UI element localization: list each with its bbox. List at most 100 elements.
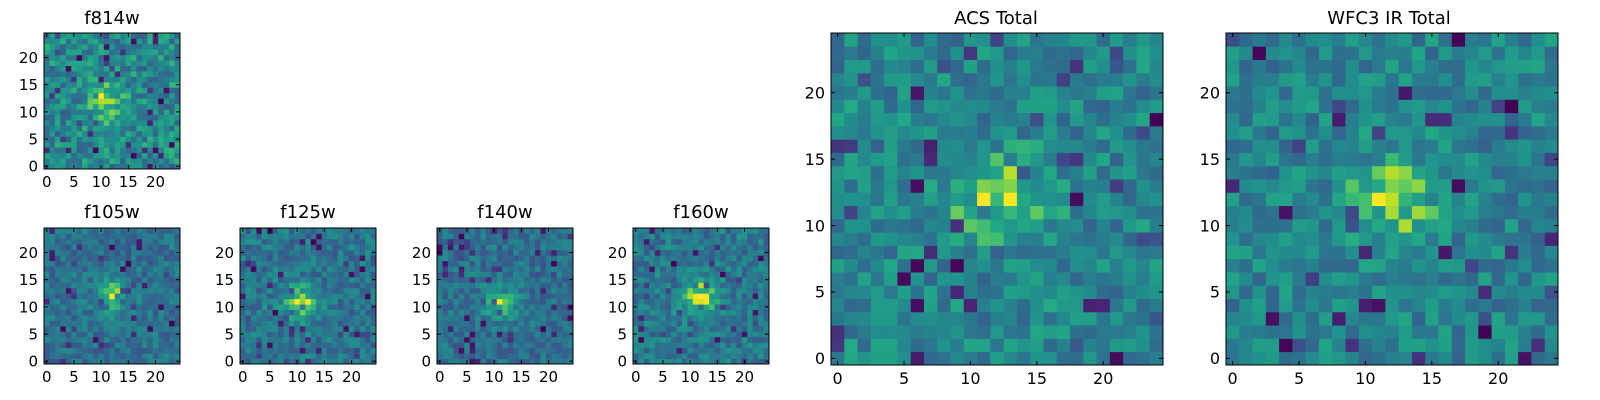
- heatmap-cell: [87, 320, 94, 327]
- y-tick-label: 20: [19, 49, 38, 67]
- heatmap-cell: [458, 298, 465, 305]
- heatmap-cell: [703, 244, 710, 251]
- heatmap-cell: [49, 71, 56, 77]
- heatmap-cell: [288, 271, 295, 278]
- heatmap-cell: [256, 315, 263, 321]
- heatmap-cell: [60, 152, 67, 159]
- heatmap-cell: [103, 249, 110, 256]
- heatmap-cell: [1016, 245, 1031, 260]
- heatmap-cell: [687, 244, 694, 251]
- heatmap-cell: [687, 325, 694, 332]
- heatmap-cell: [1372, 46, 1386, 60]
- heatmap-cell: [136, 152, 143, 159]
- heatmap-cell: [1109, 285, 1124, 299]
- heatmap-cell: [1318, 311, 1333, 326]
- heatmap-cell: [870, 218, 885, 233]
- heatmap-cell: [681, 238, 688, 245]
- heatmap-cell: [963, 272, 978, 286]
- heatmap-cell: [480, 271, 487, 278]
- heatmap-cell: [870, 258, 885, 273]
- heatmap-cell: [910, 165, 925, 180]
- heatmap-cell: [977, 72, 991, 87]
- heatmap-cell: [267, 353, 274, 359]
- heatmap-cell: [1544, 179, 1559, 193]
- heatmap-cell: [963, 99, 978, 114]
- heatmap-cell: [288, 238, 295, 245]
- heatmap-cell: [643, 249, 650, 256]
- heatmap-cell: [103, 49, 110, 56]
- heatmap-cell: [240, 238, 246, 245]
- heatmap-cell: [1292, 258, 1307, 273]
- heatmap-cell: [703, 331, 710, 338]
- heatmap-cell: [1096, 338, 1111, 353]
- heatmap-cell: [1265, 258, 1280, 273]
- heatmap-cell: [54, 282, 61, 289]
- heatmap-cell: [60, 233, 67, 240]
- heatmap-cell: [278, 249, 284, 256]
- heatmap-cell: [676, 304, 683, 310]
- heatmap-cell: [44, 293, 50, 300]
- heatmap-cell: [152, 60, 159, 67]
- heatmap-cell: [671, 309, 677, 316]
- heatmap-cell: [831, 285, 845, 299]
- heatmap-cell: [272, 304, 279, 310]
- heatmap-cell: [720, 244, 726, 251]
- heatmap-cell: [437, 353, 443, 359]
- heatmap-cell: [923, 46, 938, 60]
- heatmap-cell: [950, 218, 965, 233]
- heatmap-cell: [294, 298, 301, 305]
- heatmap-cell: [540, 266, 547, 272]
- panel-title: f160w: [673, 202, 728, 223]
- heatmap-cell: [897, 351, 912, 366]
- heatmap-cell: [1226, 298, 1240, 313]
- heatmap-cell: [1030, 258, 1044, 273]
- heatmap-cell: [730, 233, 737, 240]
- heatmap-cell: [147, 260, 154, 267]
- heatmap-cell: [703, 293, 710, 300]
- heatmap-cell: [267, 347, 274, 354]
- heatmap-cell: [332, 244, 339, 251]
- heatmap-cell: [676, 293, 683, 300]
- heatmap-cell: [1411, 59, 1426, 74]
- heatmap-cell: [158, 244, 165, 251]
- heatmap-cell: [437, 315, 443, 321]
- heatmap-cell: [174, 141, 181, 148]
- heatmap-cell: [65, 304, 72, 310]
- heatmap-cell: [147, 320, 154, 327]
- heatmap-cell: [310, 244, 317, 251]
- heatmap-cell: [1318, 285, 1333, 299]
- heatmap-cell: [272, 282, 279, 289]
- heatmap-cell: [103, 109, 110, 115]
- heatmap-cell: [1070, 351, 1084, 366]
- heatmap-cell: [649, 342, 656, 349]
- heatmap-cell: [82, 233, 88, 240]
- heatmap-cell: [937, 192, 951, 207]
- heatmap-cell: [638, 325, 645, 332]
- heatmap-cell: [299, 342, 306, 349]
- heatmap-cell: [1252, 46, 1267, 60]
- heatmap-cell: [1149, 218, 1164, 233]
- heatmap-cell: [120, 304, 126, 310]
- heatmap-cell: [1385, 205, 1400, 220]
- heatmap-cell: [534, 244, 541, 251]
- heatmap-cell: [730, 238, 737, 245]
- heatmap-cell: [114, 76, 121, 83]
- heatmap-cell: [720, 260, 726, 267]
- heatmap-cell: [1491, 258, 1506, 273]
- heatmap-cell: [480, 266, 487, 272]
- heatmap-cell: [310, 238, 317, 245]
- heatmap-cell: [676, 342, 683, 349]
- heatmap-cell: [698, 358, 705, 365]
- heatmap-cell: [1358, 125, 1373, 140]
- heatmap-cell: [98, 331, 105, 338]
- heatmap-cell: [1531, 232, 1546, 246]
- heatmap-cell: [1083, 285, 1097, 299]
- heatmap-cell: [131, 65, 137, 72]
- heatmap-cell: [98, 130, 105, 137]
- heatmap-cell: [1438, 59, 1453, 74]
- heatmap-cell: [141, 293, 148, 300]
- heatmap-cell: [103, 120, 110, 126]
- heatmap-cell: [174, 130, 181, 137]
- heatmap-cell: [1398, 192, 1413, 207]
- heatmap-cell: [131, 163, 137, 170]
